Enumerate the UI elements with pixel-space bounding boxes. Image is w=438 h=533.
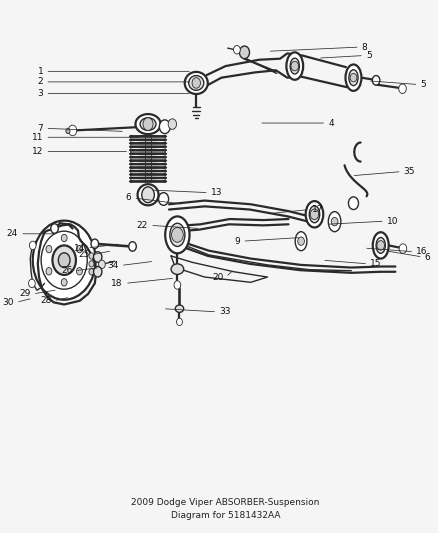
Circle shape	[58, 253, 70, 268]
Text: 9: 9	[234, 237, 240, 246]
Circle shape	[192, 78, 201, 88]
Circle shape	[377, 241, 385, 250]
Text: 10: 10	[387, 216, 399, 225]
Circle shape	[177, 318, 182, 326]
Text: 11: 11	[32, 133, 43, 142]
Ellipse shape	[140, 118, 156, 131]
Text: 8: 8	[362, 43, 367, 52]
Text: 5: 5	[366, 51, 372, 60]
Circle shape	[29, 241, 36, 249]
Ellipse shape	[376, 238, 385, 253]
Text: 18: 18	[111, 279, 123, 288]
Ellipse shape	[185, 72, 208, 94]
Circle shape	[51, 224, 58, 233]
Ellipse shape	[295, 232, 307, 251]
Circle shape	[174, 281, 181, 289]
Circle shape	[172, 228, 183, 242]
Text: 25: 25	[78, 251, 89, 260]
Circle shape	[99, 260, 105, 269]
Text: 33: 33	[219, 308, 231, 317]
Text: 13: 13	[211, 188, 223, 197]
Text: 2009 Dodge Viper ABSORBER-Suspension
Diagram for 5181432AA: 2009 Dodge Viper ABSORBER-Suspension Dia…	[131, 498, 320, 520]
Circle shape	[77, 245, 82, 253]
Ellipse shape	[170, 223, 185, 246]
Ellipse shape	[373, 232, 389, 259]
Circle shape	[28, 279, 35, 288]
Circle shape	[291, 61, 299, 71]
Ellipse shape	[135, 114, 161, 134]
Circle shape	[298, 237, 304, 245]
Text: 35: 35	[404, 167, 415, 176]
Text: 17: 17	[311, 205, 323, 214]
Circle shape	[61, 279, 67, 286]
Circle shape	[310, 209, 319, 220]
Text: 15: 15	[370, 260, 382, 268]
Circle shape	[349, 197, 358, 209]
Ellipse shape	[175, 305, 184, 312]
Text: 3: 3	[38, 89, 43, 98]
Circle shape	[61, 235, 67, 241]
Circle shape	[168, 119, 177, 130]
Text: 2: 2	[38, 77, 43, 86]
Circle shape	[129, 241, 136, 251]
Text: 24: 24	[7, 229, 18, 238]
Text: 20: 20	[212, 272, 223, 281]
Ellipse shape	[290, 58, 300, 74]
Ellipse shape	[165, 216, 190, 253]
Circle shape	[399, 84, 406, 93]
Text: 34: 34	[107, 261, 119, 270]
Ellipse shape	[346, 64, 361, 91]
Text: 28: 28	[40, 296, 52, 305]
Circle shape	[89, 253, 94, 259]
Text: 29: 29	[19, 289, 31, 298]
Circle shape	[46, 268, 52, 275]
Circle shape	[91, 239, 99, 248]
Text: 6: 6	[126, 193, 131, 203]
Text: 30: 30	[2, 298, 14, 307]
Ellipse shape	[349, 70, 358, 86]
Circle shape	[94, 266, 102, 277]
Circle shape	[68, 125, 77, 136]
Circle shape	[240, 46, 250, 59]
Ellipse shape	[309, 206, 320, 223]
Circle shape	[159, 120, 170, 134]
Circle shape	[143, 118, 153, 131]
Ellipse shape	[138, 184, 159, 205]
Circle shape	[372, 76, 380, 85]
Circle shape	[53, 245, 76, 275]
Text: 7: 7	[38, 124, 43, 133]
Circle shape	[89, 269, 94, 275]
Circle shape	[41, 231, 87, 289]
Text: 22: 22	[137, 221, 148, 230]
Circle shape	[46, 245, 52, 253]
Circle shape	[399, 244, 407, 253]
Ellipse shape	[189, 76, 204, 90]
Circle shape	[66, 128, 70, 134]
Text: 26: 26	[61, 266, 73, 275]
Ellipse shape	[286, 52, 303, 80]
Ellipse shape	[328, 212, 341, 232]
Circle shape	[350, 74, 357, 82]
Text: 4: 4	[328, 118, 334, 127]
Text: 16: 16	[417, 247, 428, 256]
Circle shape	[142, 191, 148, 199]
Ellipse shape	[171, 264, 184, 274]
Circle shape	[94, 252, 102, 262]
Text: 6: 6	[425, 253, 431, 262]
Text: 5: 5	[420, 80, 426, 89]
Circle shape	[77, 268, 82, 275]
Circle shape	[33, 221, 95, 300]
Text: 12: 12	[32, 147, 43, 156]
Circle shape	[89, 261, 94, 267]
Circle shape	[233, 45, 240, 54]
Ellipse shape	[306, 201, 323, 228]
Circle shape	[159, 192, 169, 205]
Circle shape	[142, 187, 154, 203]
Circle shape	[331, 217, 338, 226]
Text: 1: 1	[38, 67, 43, 76]
Text: 14: 14	[74, 244, 85, 253]
